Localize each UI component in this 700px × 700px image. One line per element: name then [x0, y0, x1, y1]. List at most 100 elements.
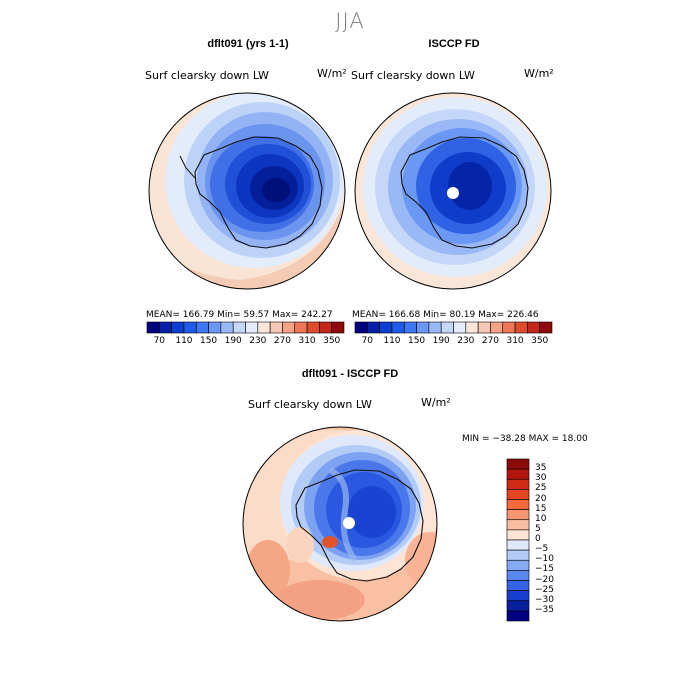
colorbar-1-tick-label: 150 — [199, 336, 218, 346]
colorbar-1-swatch — [232, 321, 246, 334]
colorbar-diff-swatch — [506, 600, 530, 612]
colorbar-2-swatch — [403, 321, 417, 334]
colorbar-1-swatch — [146, 321, 160, 334]
colorbar-2-swatch — [502, 321, 516, 334]
colorbar-2-swatch — [416, 321, 430, 334]
colorbar-diff-tick-label: 15 — [535, 503, 547, 514]
colorbar-diff-swatch — [506, 529, 530, 541]
colorbar-2-tick-label: 230 — [457, 336, 475, 346]
colorbar-2-tick-label: 70 — [361, 336, 374, 346]
colorbar-2-tick-label: 270 — [481, 336, 500, 346]
colorbar-diff-swatch — [506, 549, 530, 561]
colorbar-panel-1 — [146, 321, 345, 334]
colorbar-1-swatch — [282, 321, 296, 334]
colorbar-diff-swatch — [506, 499, 530, 510]
colorbar-1-swatch — [294, 321, 308, 334]
colorbar-diff-tick-label: −30 — [535, 594, 554, 605]
colorbar-2-swatch — [354, 321, 368, 334]
colorbar-diff-tick-label: −10 — [535, 554, 554, 565]
colorbar-2-swatch — [428, 321, 442, 334]
map-panel-obs — [354, 92, 552, 290]
colorbar-2-swatch — [527, 321, 540, 334]
colorbar-2-swatch — [453, 321, 467, 334]
colorbar-2-swatch — [379, 321, 393, 334]
stats-diff: MIN = −38.28 MAX = 18.00 — [462, 434, 588, 444]
colorbar-2-swatch — [465, 321, 479, 334]
colorbar-1-swatch — [245, 321, 259, 334]
panel-title-obs: ISCCP FD — [428, 38, 480, 50]
stats-obs: MEAN= 166.68 Min= 80.19 Max= 226.46 — [352, 310, 539, 320]
colorbar-diff-tick-label: −5 — [535, 544, 549, 555]
colorbar-diff-swatch — [506, 539, 530, 551]
season-title: JJA — [335, 9, 365, 33]
pole-hole-marker — [447, 187, 459, 199]
colorbar-1-swatch — [208, 321, 222, 334]
colorbar-1-swatch — [331, 321, 345, 334]
colorbar-diff-tick-label: 20 — [535, 493, 547, 504]
panel-title-diff: dflt091 - ISCCP FD — [301, 368, 399, 380]
stats-model: MEAN= 166.79 Min= 59.57 Max= 242.27 — [146, 310, 333, 320]
colorbar-1-tick-label: 270 — [273, 336, 292, 346]
colorbar-diff-swatch — [506, 458, 530, 470]
colorbar-1-swatch — [319, 321, 332, 334]
colorbar-2-swatch — [440, 321, 454, 334]
colorbar-panel-2 — [354, 321, 553, 334]
colorbar-2-tick-label: 310 — [506, 336, 524, 346]
map-panel-model — [148, 92, 346, 290]
colorbar-diff-tick-label: −35 — [535, 604, 554, 615]
colorbar-diff-swatch — [506, 509, 530, 521]
colorbar-diff-tick-label: 0 — [535, 534, 541, 544]
colorbar-2-swatch — [391, 321, 405, 334]
colorbar-diff-swatch — [506, 590, 530, 602]
colorbar-diff-tick-label: −20 — [535, 574, 554, 585]
colorbar-2-swatch — [490, 321, 504, 334]
map-panel-diff — [242, 426, 438, 622]
colorbar-1-swatch — [159, 321, 172, 334]
colorbar-2-tick-label: 190 — [432, 336, 450, 346]
colorbar-1-tick-label: 190 — [224, 336, 242, 346]
variable-label-diff: Surf clearsky down LW — [248, 398, 372, 411]
colorbar-1-swatch — [306, 321, 320, 334]
colorbar-2-tick-label: 150 — [407, 336, 426, 346]
colorbar-diff-swatch — [506, 580, 530, 591]
variable-label-model: Surf clearsky down LW — [145, 69, 269, 82]
units-label-diff: W/m² — [421, 396, 451, 409]
colorbar-diff-swatch — [506, 478, 530, 490]
colorbar-1-tick-label: 310 — [298, 336, 316, 346]
colorbar-diff-tick-label: 5 — [535, 523, 541, 534]
colorbar-1-swatch — [269, 321, 283, 334]
colorbar-2-swatch — [539, 321, 553, 334]
units-label-model: W/m² — [317, 67, 347, 80]
colorbar-2-tick-label: 110 — [383, 336, 401, 346]
colorbar-1-swatch — [257, 321, 271, 334]
colorbar-2-swatch — [514, 321, 528, 334]
colorbar-2-swatch — [477, 321, 491, 334]
colorbar-diff-swatch — [506, 559, 530, 571]
colorbar-diff-tick-label: 35 — [535, 463, 547, 474]
colorbar-1-swatch — [171, 321, 185, 334]
colorbar-diff-tick-label: −15 — [535, 564, 554, 575]
units-label-obs: W/m² — [524, 67, 554, 80]
colorbar-1-swatch — [183, 321, 197, 334]
colorbar-diff-tick-label: 25 — [535, 483, 547, 494]
colorbar-1-tick-label: 110 — [175, 336, 193, 346]
colorbar-1-tick-label: 230 — [249, 336, 267, 346]
colorbar-1-tick-label: 70 — [153, 336, 166, 346]
colorbar-diff-swatch — [506, 489, 530, 500]
colorbar-1-swatch — [220, 321, 234, 334]
colorbar-diff-tick-label: −25 — [535, 584, 554, 595]
colorbar-diff-tick-label: 30 — [535, 473, 547, 484]
colorbar-diff-swatch — [506, 610, 530, 622]
colorbar-diff-swatch — [506, 519, 530, 531]
colorbar-1-tick-label: 350 — [323, 336, 341, 346]
colorbar-difference — [506, 458, 530, 622]
panel-title-model: dflt091 (yrs 1-1) — [207, 38, 289, 50]
colorbar-2-tick-label: 350 — [531, 336, 549, 346]
colorbar-diff-swatch — [506, 468, 530, 480]
colorbar-diff-tick-label: 10 — [535, 513, 547, 524]
colorbar-diff-swatch — [506, 570, 530, 581]
variable-label-obs: Surf clearsky down LW — [351, 69, 475, 82]
colorbar-2-swatch — [367, 321, 380, 334]
colorbar-1-swatch — [195, 321, 209, 334]
